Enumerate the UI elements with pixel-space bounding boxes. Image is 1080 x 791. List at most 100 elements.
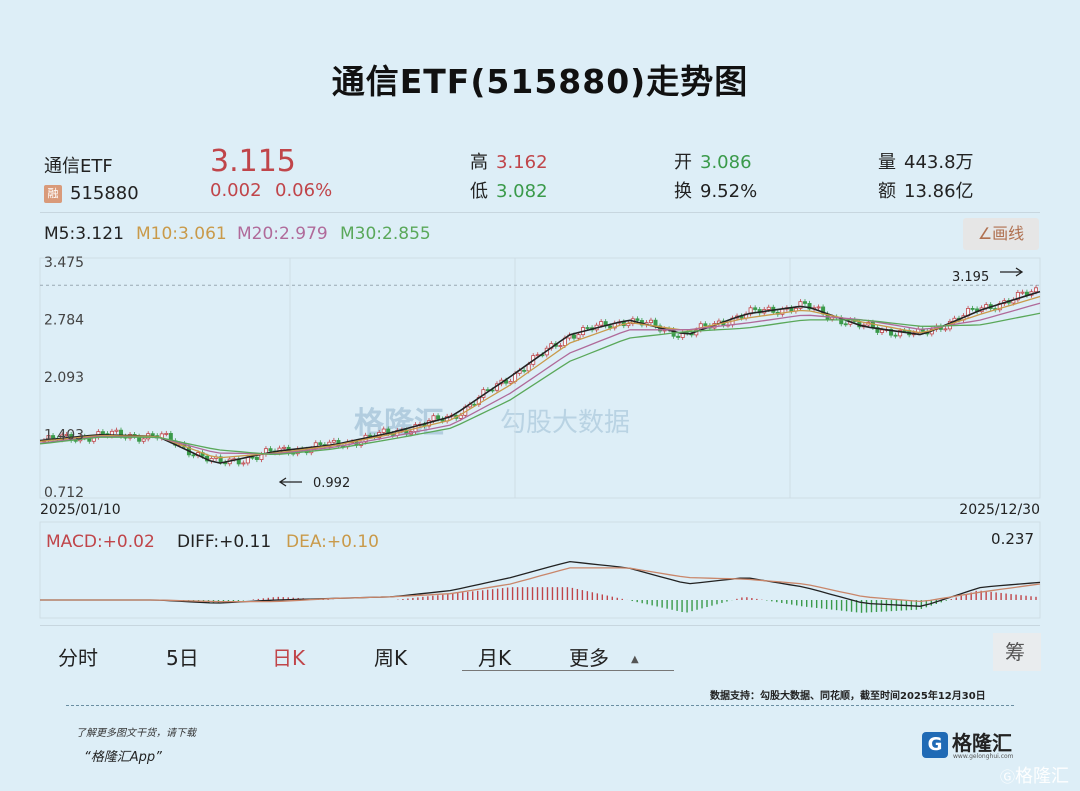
caret-up-icon: ▲ (631, 654, 639, 665)
candlestick (798, 299, 803, 311)
candle-body (318, 442, 323, 445)
candlestick (753, 305, 758, 313)
candle-body (458, 414, 463, 419)
chip-distribution-button[interactable]: 筹码 (993, 633, 1041, 671)
turnover-label: 换 (674, 181, 692, 202)
candle-body (843, 323, 848, 326)
candlestick (522, 367, 527, 374)
ma-line-m5 (39, 290, 1041, 464)
tab-5day[interactable]: 5日 (166, 646, 199, 670)
macd-legend: MACD:+0.02 (46, 532, 155, 552)
dea-legend: DEA:+0.10 (286, 532, 379, 552)
ma-line-m10 (39, 295, 1041, 459)
gogu-watermark: 勾股大数据 (500, 408, 631, 438)
high-field: 高 3.162 (470, 148, 548, 174)
candlestick (1020, 289, 1025, 295)
candle-body (268, 448, 273, 452)
dea-line (40, 567, 1041, 603)
candle-body (889, 329, 894, 336)
candlestick (676, 333, 681, 340)
ma5-legend: M5:3.121 (44, 224, 124, 244)
ma-line-m30 (39, 312, 1041, 455)
candlestick (997, 301, 1002, 313)
y-tick-label: 1.403 (44, 427, 84, 443)
tab-more-label: 更多 (569, 646, 609, 670)
tab-daily-k[interactable]: 日K (272, 646, 306, 670)
x-start-label: 2025/01/10 (40, 502, 121, 518)
amount-label: 额 (878, 181, 896, 202)
candle-body (1015, 292, 1020, 301)
tab-more[interactable]: 更多 ▲ (569, 642, 639, 671)
macd-max-label: 0.237 (991, 530, 1034, 548)
tab-monthly-k[interactable]: 月K (478, 646, 512, 670)
candle-body (753, 307, 758, 310)
candle-body (241, 462, 246, 465)
candle-body (653, 319, 658, 327)
candlestick (64, 431, 69, 438)
candle-body (943, 328, 948, 331)
candlestick (970, 305, 975, 312)
candle-body (635, 318, 640, 321)
candlestick (748, 305, 753, 317)
candle-body (802, 301, 807, 304)
g-logo-icon: G (922, 732, 948, 758)
chart-grid (39, 257, 1041, 499)
data-source: 数据支持：勾股大数据、同花顺，截至时间2025年12月30日 (710, 691, 986, 702)
turnover-value: 9.52% (700, 181, 758, 202)
tab-weekly-k[interactable]: 周K (374, 646, 408, 670)
candle-body (703, 323, 708, 327)
candlestick (843, 321, 848, 327)
candle-body (191, 454, 196, 457)
low-annotation-label: 0.992 (313, 476, 350, 491)
candle-body (1020, 291, 1025, 294)
diff-line (40, 560, 1041, 607)
moving-average-lines (39, 290, 1041, 464)
arrow-right-icon (1000, 267, 1024, 277)
candle-body (879, 329, 884, 333)
margin-badge: 融 (44, 185, 62, 203)
candlestick (164, 430, 169, 437)
divider (40, 212, 1040, 213)
candle-body (970, 308, 975, 310)
y-tick-label: 2.093 (44, 370, 84, 386)
ma20-legend: M20:2.979 (237, 224, 328, 244)
ma30-legend: M30:2.855 (340, 224, 431, 244)
high-annotation-label: 3.195 (952, 270, 989, 285)
tab-intraday[interactable]: 分时 (58, 646, 98, 670)
candle-body (141, 438, 146, 442)
y-axis-ticks: 3.475 2.784 2.093 1.403 0.712 (44, 255, 84, 501)
candle-body (571, 334, 576, 339)
candlestick (893, 332, 898, 339)
candle-body (100, 431, 105, 435)
y-tick-label: 0.712 (44, 485, 84, 501)
macd-frame (39, 521, 1041, 619)
candle-body (1034, 287, 1039, 293)
diff-legend: DIFF:+0.11 (177, 532, 271, 552)
candle-body (798, 301, 803, 309)
plot-frame (39, 257, 1041, 499)
candle-body (558, 345, 563, 347)
corner-watermark-text: 格隆汇 (1015, 766, 1070, 787)
ma10-legend: M10:3.061 (136, 224, 227, 244)
logo-text: 格隆汇 (952, 731, 1012, 755)
corner-watermark: Ⓖ格隆汇 (1000, 762, 1069, 788)
candle-body (250, 456, 255, 459)
candlestick (114, 427, 119, 434)
amount-field: 额 13.86亿 (878, 177, 974, 203)
draw-line-button[interactable]: ∠画线 (963, 218, 1039, 250)
candle-body (648, 319, 653, 323)
candle-body (585, 327, 590, 329)
candlestick (603, 319, 608, 329)
amount-value: 13.86亿 (904, 181, 974, 202)
high-annotation: 3.195 (952, 267, 1024, 285)
candlestick (716, 318, 721, 327)
candle-body (381, 428, 386, 433)
candle-body (522, 369, 527, 372)
low-label: 低 (470, 181, 488, 202)
candlestick (612, 320, 617, 331)
candle-body (766, 306, 771, 310)
candlestick (263, 446, 268, 457)
divider (40, 625, 1040, 626)
low-value: 3.082 (496, 181, 548, 202)
